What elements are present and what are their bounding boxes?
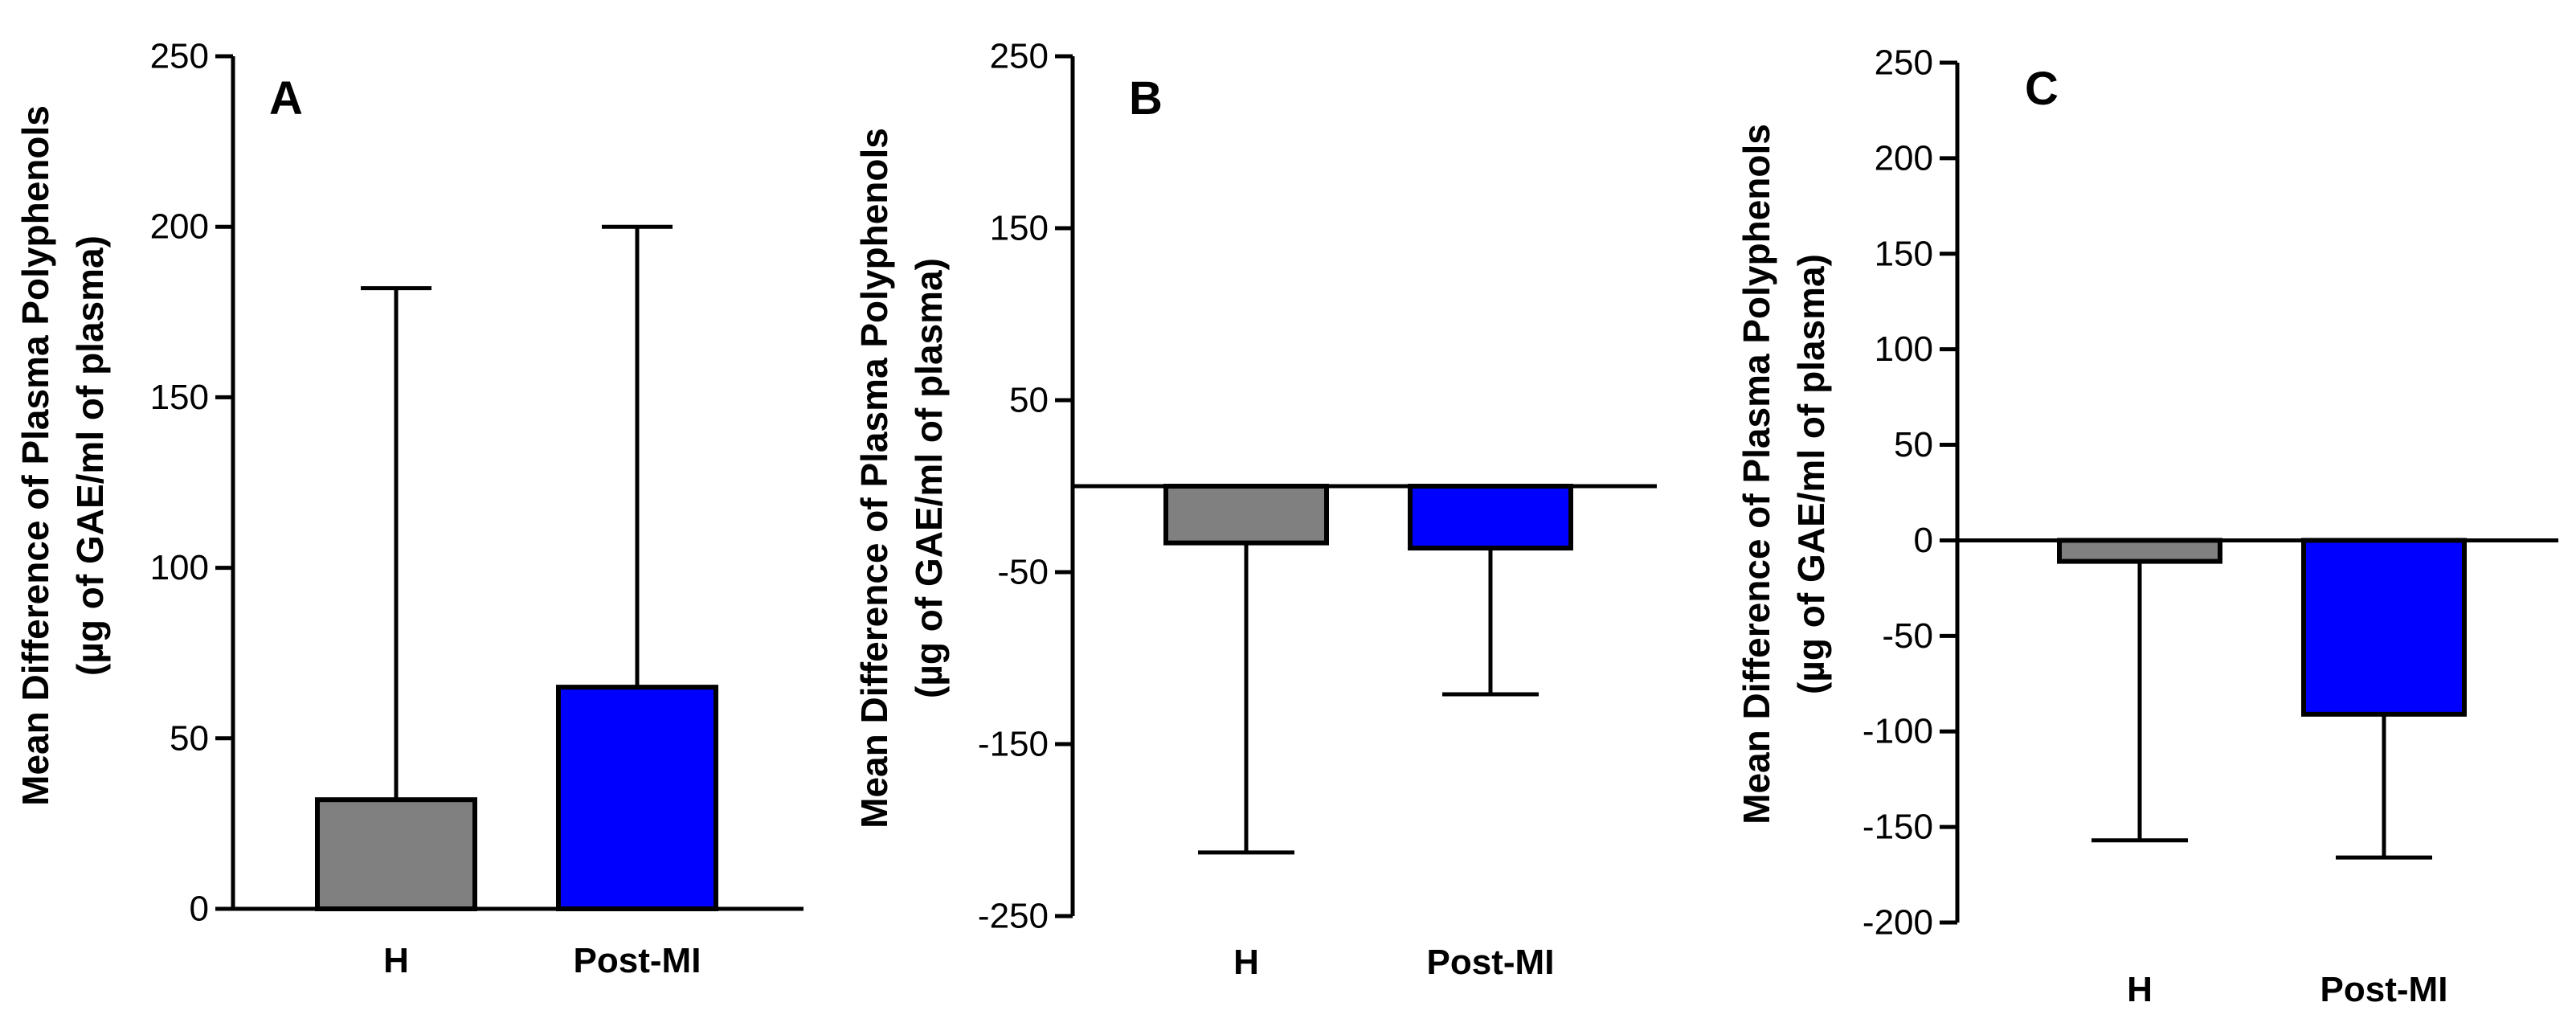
panel-a: A Mean Difference of Plasma Polyphenols … bbox=[14, 37, 803, 980]
y-tick-label: 150 bbox=[150, 378, 209, 417]
y-axis-title: Mean Difference of Plasma Polyphenols bbox=[14, 105, 56, 806]
bar-post-mi bbox=[2301, 538, 2467, 717]
y-tick-label: 50 bbox=[170, 718, 209, 758]
y-tick-label: -150 bbox=[978, 725, 1049, 764]
category-label: H bbox=[383, 941, 409, 980]
bar-h bbox=[2057, 538, 2222, 564]
y-tick-label: 250 bbox=[990, 37, 1049, 76]
y-tick-label: 150 bbox=[1875, 234, 1933, 273]
y-axis-title-line2: (µg of GAE/ml of plasma) bbox=[908, 258, 950, 698]
y-tick-label: 200 bbox=[150, 207, 209, 247]
y-tick-label: 50 bbox=[1009, 381, 1049, 420]
bar-h bbox=[1163, 484, 1329, 546]
y-tick-label: -100 bbox=[1862, 712, 1933, 751]
y-tick-label: 150 bbox=[990, 209, 1049, 248]
category-label: H bbox=[1233, 943, 1259, 982]
y-tick-label: -200 bbox=[1862, 903, 1933, 943]
y-tick-label: 100 bbox=[150, 548, 209, 587]
panel-letter: B bbox=[1129, 72, 1163, 125]
y-axis-title: Mean Difference of Plasma Polyphenols bbox=[853, 128, 895, 828]
bar-post-mi bbox=[556, 685, 718, 911]
y-tick-label: -50 bbox=[997, 553, 1049, 592]
category-label: Post-MI bbox=[2320, 970, 2448, 1009]
y-tick-label: 250 bbox=[150, 37, 209, 76]
category-label: H bbox=[2127, 970, 2153, 1009]
bar-post-mi bbox=[1408, 484, 1573, 551]
panel-letter: C bbox=[2025, 63, 2059, 115]
category-label: Post-MI bbox=[1427, 943, 1555, 982]
y-tick-label: 50 bbox=[1894, 425, 1933, 464]
y-tick-label: -50 bbox=[1882, 616, 1933, 656]
category-label: Post-MI bbox=[574, 941, 701, 980]
panel-letter: A bbox=[269, 72, 303, 125]
y-tick-label: 0 bbox=[190, 890, 209, 929]
y-tick-label: 200 bbox=[1875, 138, 1933, 178]
y-tick-label: 0 bbox=[1914, 521, 1933, 560]
y-tick-label: -250 bbox=[978, 897, 1049, 936]
y-tick-label: -150 bbox=[1862, 808, 1933, 847]
y-tick-label: 100 bbox=[1875, 329, 1933, 369]
y-axis-title-line2: (µg of GAE/ml of plasma) bbox=[69, 235, 111, 676]
y-axis-title-line2: (µg of GAE/ml of plasma) bbox=[1790, 254, 1832, 694]
y-tick-label: 250 bbox=[1875, 43, 1933, 83]
panel-c: C Mean Difference of Plasma Polyphenols … bbox=[1736, 43, 2558, 1009]
bar-h bbox=[315, 797, 477, 912]
y-axis-title: Mean Difference of Plasma Polyphenols bbox=[1736, 124, 1777, 824]
panel-b: B Mean Difference of Plasma Polyphenols … bbox=[853, 37, 1657, 982]
